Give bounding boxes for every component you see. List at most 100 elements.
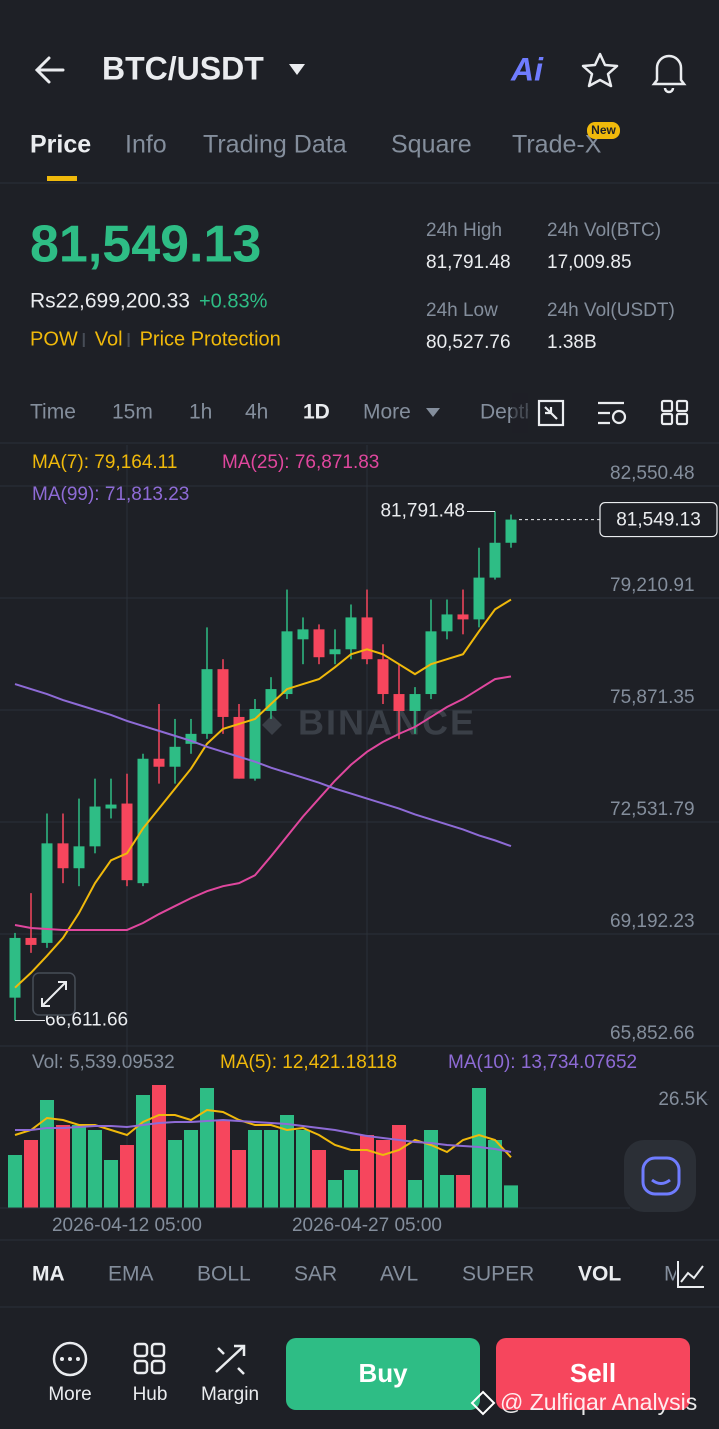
ticker-tag[interactable]: Vol	[95, 328, 123, 350]
tab[interactable]: Trading Data	[203, 131, 347, 159]
interval[interactable]: 1D	[303, 401, 330, 424]
interval[interactable]: 15m	[112, 401, 153, 424]
indicator-tab[interactable]: AVL	[380, 1263, 418, 1286]
indicator-tab[interactable]: SAR	[294, 1263, 337, 1286]
indicator-settings[interactable]	[677, 1261, 704, 1288]
volume-legend: MA(10): 13,734.07652	[448, 1052, 637, 1073]
volume-bar	[440, 1175, 454, 1208]
icon-shape	[76, 1357, 80, 1361]
expand-button[interactable]	[32, 972, 76, 1016]
hub-icon[interactable]	[150, 1342, 166, 1358]
indicator-tab[interactable]: MA	[32, 1263, 65, 1286]
indicator-tab[interactable]: SUPER	[462, 1263, 534, 1286]
stat-value: 1.38B	[547, 332, 597, 353]
interval[interactable]: Time	[30, 401, 76, 424]
chart-watermark: BINANCE	[298, 702, 476, 743]
icon-shape	[598, 401, 624, 425]
ma-line	[14, 683, 512, 848]
volume-bar	[280, 1115, 294, 1208]
bell-button[interactable]	[651, 54, 687, 94]
layout-icon[interactable]	[660, 399, 689, 426]
new-badge	[587, 122, 620, 139]
chart-settings-icon[interactable]	[537, 399, 565, 427]
indicator-tab[interactable]: BOLL	[197, 1263, 251, 1286]
pair-title[interactable]: BTC/USDT	[102, 50, 264, 86]
icon-shape	[611, 409, 627, 425]
volume-bar	[328, 1180, 342, 1208]
y-tick-label: 75,871.35	[610, 687, 695, 708]
toolbar-fade	[512, 393, 528, 433]
watermark-logo	[470, 1390, 496, 1416]
volume-bar	[152, 1085, 166, 1208]
icon-shape	[537, 399, 565, 427]
buy-button[interactable]	[286, 1338, 480, 1410]
candle-body	[377, 659, 389, 695]
candle-body	[265, 689, 277, 711]
margin-icon[interactable]	[215, 1344, 246, 1375]
y-tick-label: 82,550.48	[610, 463, 695, 484]
volume-bar	[456, 1175, 470, 1208]
candle-body	[457, 614, 469, 620]
stat-value: 80,527.76	[426, 332, 511, 353]
candle-body	[153, 758, 165, 767]
y-tick-label: 69,192.23	[610, 911, 695, 932]
sell-label: Sell	[570, 1358, 616, 1388]
legend-entry: MA(7): 79,164.11	[32, 452, 177, 473]
icon-shape	[641, 1156, 681, 1196]
interval[interactable]: More	[363, 401, 411, 424]
back-button[interactable]	[34, 56, 65, 84]
volume-bar	[488, 1140, 502, 1208]
candle-body	[313, 629, 325, 658]
action-label[interactable]: More	[48, 1384, 91, 1405]
x-tick-label: 2026-04-12 05:00	[52, 1215, 202, 1236]
interval[interactable]: 4h	[245, 401, 268, 424]
assistant-button[interactable]	[624, 1140, 696, 1212]
tab[interactable]: Trade-X	[512, 131, 602, 159]
y-tick-label: 65,852.66	[610, 1023, 695, 1044]
tab[interactable]: Info	[125, 131, 167, 159]
indicator-settings-icon[interactable]	[598, 401, 627, 425]
pair-dropdown[interactable]	[289, 64, 305, 75]
star-button[interactable]	[581, 52, 619, 88]
volume-bar	[248, 1130, 262, 1208]
hub-icon[interactable]	[133, 1359, 149, 1375]
volume-bar	[24, 1140, 38, 1208]
y-tick-label: 26.5K	[658, 1089, 708, 1110]
icon-shape	[675, 399, 689, 413]
sell-button[interactable]	[496, 1338, 690, 1410]
volume-bar	[296, 1130, 310, 1208]
candle-body	[329, 649, 341, 655]
candle-body	[281, 631, 293, 695]
watermark-logo	[262, 715, 282, 735]
hub-icon[interactable]	[133, 1342, 149, 1358]
volume-bar	[120, 1145, 134, 1208]
hub-icon[interactable]	[150, 1359, 166, 1375]
icon-shape	[60, 1357, 64, 1361]
indicator-tab[interactable]: VOL	[578, 1263, 621, 1286]
tab[interactable]: Square	[391, 131, 472, 159]
volume-bar	[136, 1095, 150, 1208]
ticker-tag[interactable]: Price Protection	[140, 328, 281, 350]
candle-body	[425, 631, 437, 695]
ai-button[interactable]: Ai	[510, 51, 544, 87]
tab[interactable]: Price	[30, 131, 91, 159]
candle-body	[233, 716, 245, 779]
indicator-tab[interactable]: EMA	[108, 1263, 154, 1286]
candle-body	[89, 806, 101, 847]
candle-body	[169, 746, 181, 767]
volume-bar	[344, 1170, 358, 1208]
interval[interactable]: 1h	[189, 401, 212, 424]
stat-value: 17,009.85	[547, 252, 632, 273]
action-label[interactable]: Margin	[201, 1384, 259, 1405]
ticker-tag[interactable]: POW	[30, 328, 78, 350]
price-change: +0.83%	[199, 290, 268, 312]
candle-body	[9, 937, 21, 998]
candle-body	[297, 629, 309, 640]
candle-body	[25, 937, 37, 945]
current-price-label: 81,549.13	[616, 510, 701, 531]
action-label[interactable]: Hub	[133, 1384, 168, 1405]
volume-bar	[392, 1125, 406, 1208]
more-icon[interactable]	[52, 1341, 88, 1377]
watermark-text: @ Zulfiqar Analysis	[500, 1389, 697, 1415]
